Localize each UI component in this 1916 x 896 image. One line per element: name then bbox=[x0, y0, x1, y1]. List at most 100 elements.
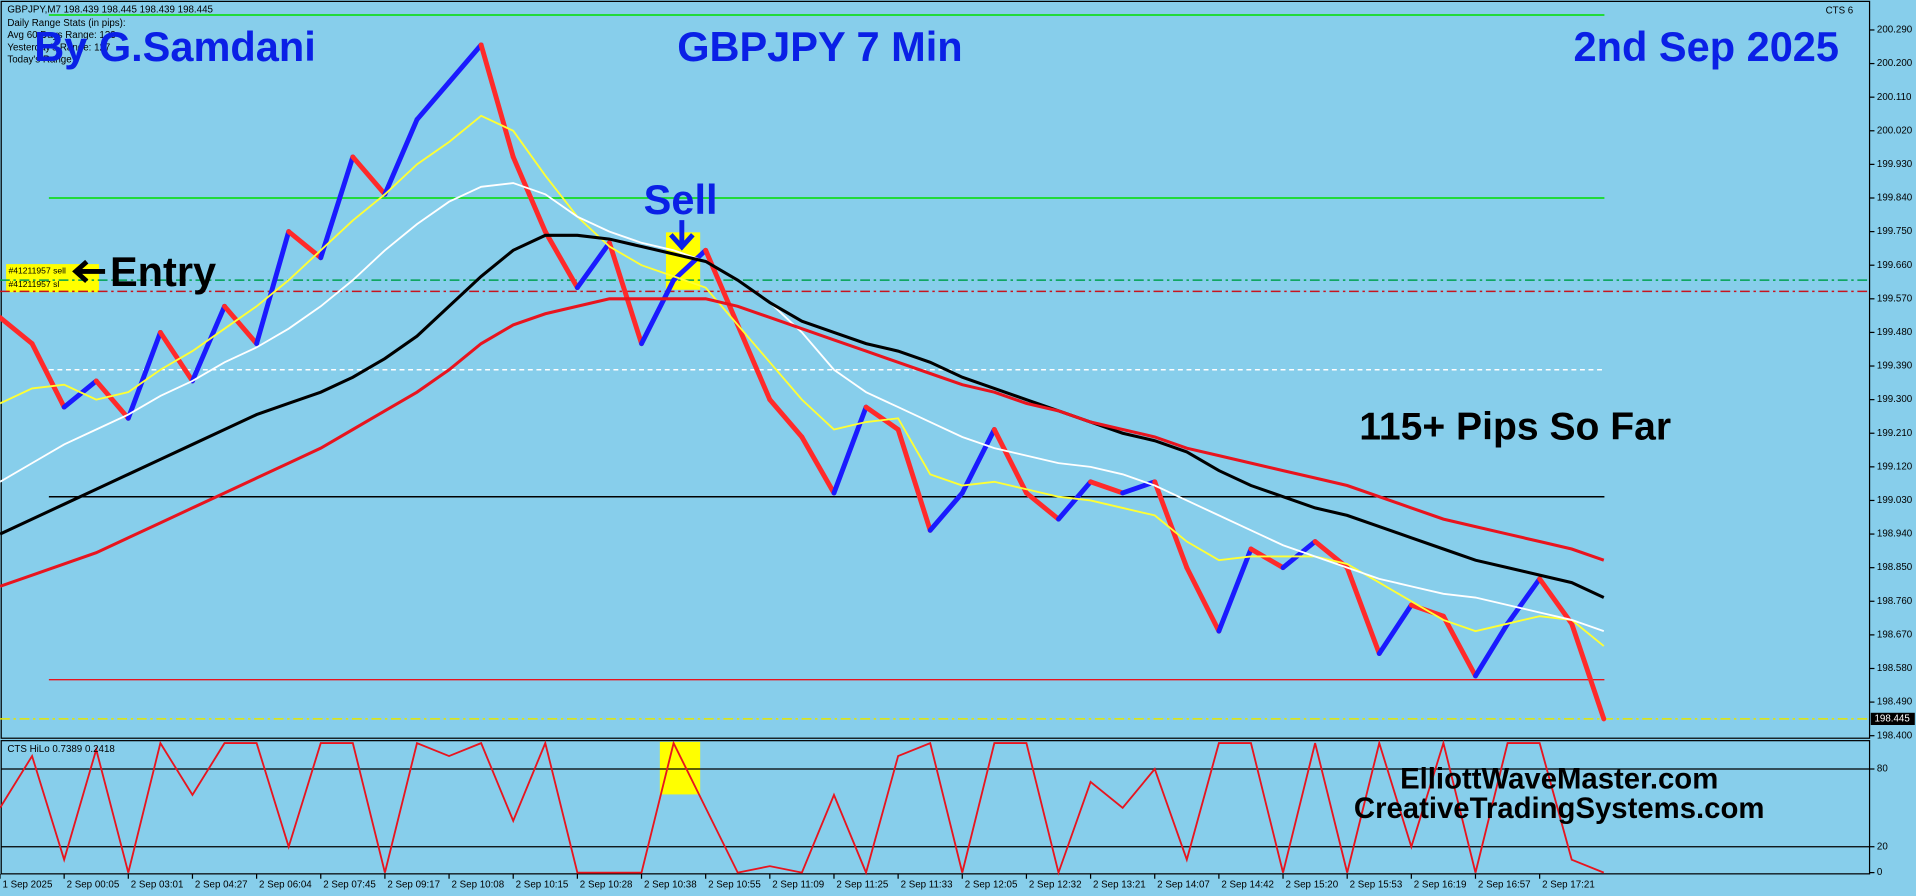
price-segment bbox=[1280, 539, 1318, 571]
x-tick-label: 2 Sep 11:25 bbox=[836, 879, 889, 890]
price-segment bbox=[1023, 490, 1061, 522]
price-segment bbox=[542, 229, 580, 291]
last-price-box bbox=[1870, 712, 1915, 726]
y-tick-label: 198.670 bbox=[1877, 629, 1913, 640]
info: GBPJPY,M7 198.439 198.445 198.439 198.44… bbox=[7, 5, 213, 16]
price-segment bbox=[318, 154, 356, 261]
price-segment bbox=[1184, 565, 1222, 634]
moving-average bbox=[0, 233, 1605, 599]
x-tick-label: 2 Sep 17:21 bbox=[1542, 879, 1595, 890]
x-tick-label: 2 Sep 12:32 bbox=[1029, 879, 1082, 890]
price-segment bbox=[1537, 576, 1575, 627]
y-tick-label: 199.570 bbox=[1877, 293, 1913, 304]
price-segment bbox=[125, 329, 163, 421]
corner-label: CTS 6 bbox=[1826, 6, 1854, 17]
overlay: GBPJPY,M7 198.439 198.445 198.439 198.44… bbox=[7, 5, 1853, 826]
y-tick-label: 199.840 bbox=[1877, 193, 1913, 204]
price-segment bbox=[29, 341, 67, 410]
last-price-label: 198.445 bbox=[1874, 713, 1910, 724]
moving-average bbox=[0, 297, 1605, 588]
price-segment bbox=[1056, 479, 1094, 522]
author: By G.Samdani bbox=[34, 23, 316, 70]
y-tick-label: 80 bbox=[1877, 764, 1888, 775]
sell-arrow bbox=[669, 220, 695, 251]
order-label: #41211957 sl bbox=[9, 279, 60, 289]
x-tick-label: 2 Sep 06:04 bbox=[259, 879, 312, 890]
price-segment bbox=[606, 240, 644, 347]
y-tick-label: 198.400 bbox=[1877, 730, 1913, 741]
price-segment bbox=[350, 154, 388, 197]
y-tick-label: 199.030 bbox=[1877, 495, 1913, 506]
main-panel bbox=[0, 0, 1871, 739]
price-segment bbox=[414, 79, 452, 123]
y-tick-label: 198.490 bbox=[1877, 697, 1913, 708]
price-segment bbox=[863, 404, 901, 432]
y-tick-label: 199.120 bbox=[1877, 461, 1913, 472]
price-segment bbox=[510, 154, 548, 235]
y-tick-label: 198.940 bbox=[1877, 529, 1913, 540]
y-tick-label: 199.390 bbox=[1877, 361, 1913, 372]
price-segment bbox=[959, 427, 997, 496]
x-tick-label: 2 Sep 09:17 bbox=[387, 879, 440, 890]
x-tick-label: 2 Sep 04:27 bbox=[195, 879, 248, 890]
x-tick-label: 2 Sep 16:19 bbox=[1414, 879, 1467, 890]
x-tick-label: 2 Sep 15:20 bbox=[1285, 879, 1338, 890]
moving-average bbox=[0, 114, 1605, 647]
price-segment bbox=[190, 303, 227, 384]
x-tick-label: 2 Sep 07:45 bbox=[323, 879, 376, 890]
info: Avg 60 Days Range: 133 bbox=[7, 30, 115, 41]
price-segment bbox=[703, 247, 741, 328]
price-segment bbox=[0, 315, 35, 347]
price-segment bbox=[222, 303, 260, 347]
price-segment bbox=[767, 397, 805, 440]
x-tick-label: 2 Sep 12:05 bbox=[965, 879, 1018, 890]
y-tick-label: 198.760 bbox=[1877, 596, 1913, 607]
price-segment bbox=[1216, 546, 1254, 634]
x-tick-label: 1 Sep 2025 bbox=[2, 879, 53, 890]
price-segment bbox=[1569, 621, 1607, 722]
oscillator-line bbox=[0, 739, 1605, 876]
price-segment bbox=[254, 229, 292, 347]
entry-label: Entry bbox=[110, 248, 216, 295]
x-tick-label: 2 Sep 10:08 bbox=[452, 879, 505, 890]
date: 2nd Sep 2025 bbox=[1574, 23, 1839, 70]
x-tick-label: 2 Sep 14:42 bbox=[1221, 879, 1274, 890]
x-tick-label: 2 Sep 13:21 bbox=[1093, 879, 1146, 890]
y-tick-label: 198.850 bbox=[1877, 562, 1913, 573]
x-tick-label: 2 Sep 11:33 bbox=[901, 879, 953, 890]
sell-label: Sell bbox=[644, 176, 718, 223]
y-tick-label: 199.660 bbox=[1877, 260, 1913, 271]
price-segment bbox=[831, 404, 869, 496]
chart-title: GBPJPY 7 Min bbox=[677, 23, 962, 70]
info: Today's Range bbox=[7, 55, 71, 66]
x-tick-label: 2 Sep 10:28 bbox=[580, 879, 633, 890]
pips-annotation: 115+ Pips So Far bbox=[1359, 405, 1671, 448]
moving-average bbox=[0, 182, 1605, 633]
y-tick-label: 199.300 bbox=[1877, 394, 1913, 405]
price-segment bbox=[927, 490, 965, 533]
price-segment bbox=[478, 42, 516, 160]
y-tick-label: 198.580 bbox=[1877, 663, 1913, 674]
price-segment bbox=[1248, 546, 1286, 571]
x-tick-label: 2 Sep 10:55 bbox=[708, 879, 761, 890]
plot-layer: 1 Sep 2025 2 Sep 00:05 2 Sep 03:01 2 Sep 04… bbox=[0, 14, 1915, 890]
price-segment bbox=[895, 427, 933, 533]
price-segment bbox=[61, 378, 99, 410]
x-tick-label: 2 Sep 10:38 bbox=[644, 879, 697, 890]
order-label: #41211957 sell bbox=[9, 266, 66, 276]
price-segment bbox=[1473, 621, 1511, 679]
x-tick-label: 2 Sep 15:53 bbox=[1350, 879, 1403, 890]
price-segment bbox=[93, 378, 131, 421]
price-segment bbox=[157, 329, 195, 384]
x-tick-label: 2 Sep 00:05 bbox=[67, 879, 120, 890]
info: Daily Range Stats (in pips): bbox=[7, 18, 125, 29]
x-tick-label: 2 Sep 11:09 bbox=[772, 879, 824, 890]
price-segment bbox=[1376, 602, 1414, 656]
price-segment bbox=[671, 247, 709, 283]
y-tick-label: 199.210 bbox=[1877, 428, 1913, 439]
y-tick-label: 199.750 bbox=[1877, 226, 1913, 237]
y-tick-label: 199.930 bbox=[1877, 159, 1913, 170]
y-tick-label: 200.020 bbox=[1877, 125, 1913, 136]
